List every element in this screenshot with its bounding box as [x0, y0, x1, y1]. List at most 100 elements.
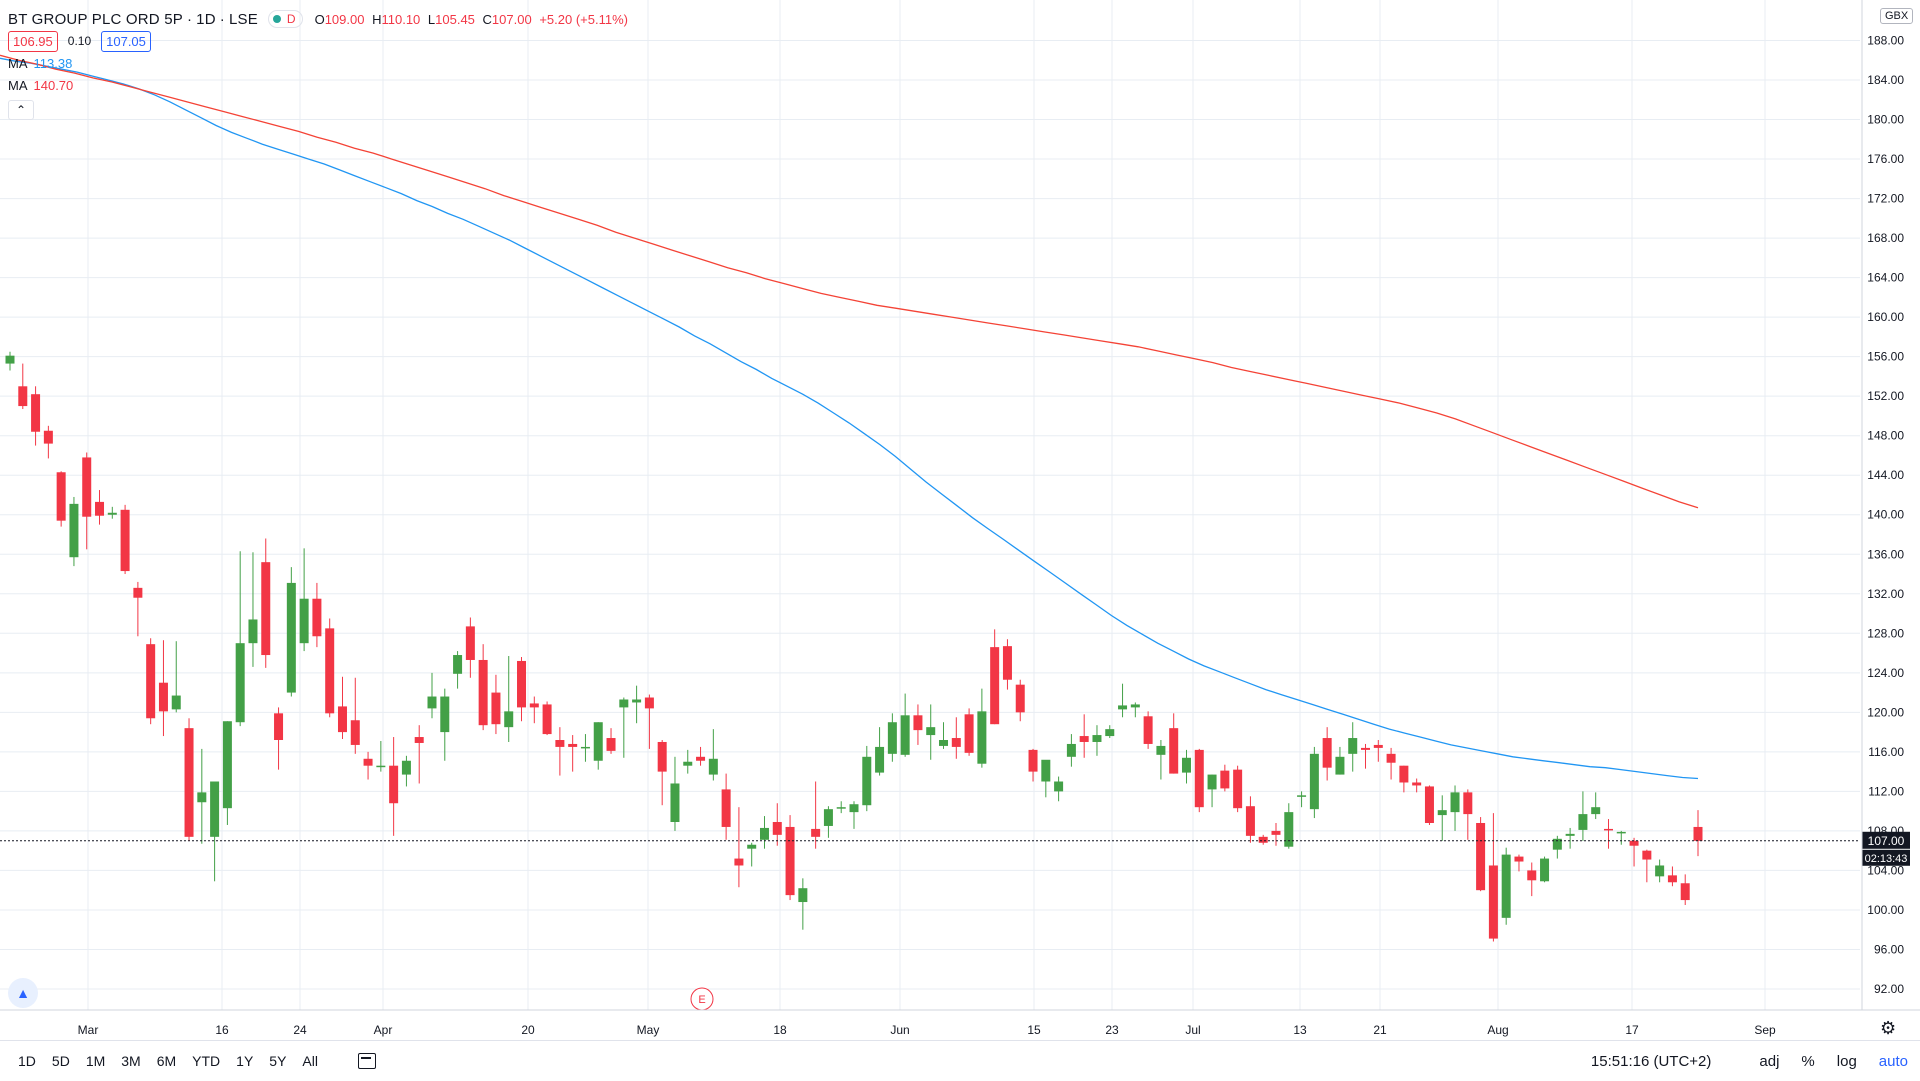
range-button-1m[interactable]: 1M [85, 1053, 106, 1069]
range-button-5d[interactable]: 5D [51, 1053, 70, 1069]
candle [1488, 813, 1498, 942]
candle [823, 806, 833, 838]
range-button-5y[interactable]: 5Y [269, 1053, 287, 1069]
candlestick-series [5, 351, 1703, 942]
open-value: 109.00 [324, 11, 365, 27]
candle [1578, 791, 1588, 841]
range-button-all[interactable]: All [302, 1053, 318, 1069]
earnings-marker[interactable]: E [690, 987, 714, 1011]
candle-body [1527, 870, 1537, 881]
candle-body [747, 844, 757, 849]
time-axis: Mar 16 24 Apr 20 May 18 Jun 15 23 Jul 13 21 Aug 17 Sep [0, 1009, 1920, 1037]
range-button-1d[interactable]: 1D [18, 1053, 36, 1069]
delay-badge[interactable]: D [267, 10, 303, 28]
x-tick-label: Jul [1185, 1023, 1200, 1037]
bid-price[interactable]: 106.95 [8, 30, 58, 52]
interval[interactable]: 1D [196, 10, 216, 28]
range-button-1y[interactable]: 1Y [236, 1053, 254, 1069]
candle [376, 740, 386, 772]
percent-toggle[interactable]: % [1801, 1052, 1815, 1070]
currency-badge[interactable]: GBX [1880, 8, 1914, 24]
high-value: 110.10 [381, 11, 421, 27]
candle-body [862, 756, 872, 806]
candle [721, 773, 731, 840]
candle [1680, 874, 1690, 905]
log-toggle[interactable]: log [1836, 1052, 1857, 1070]
settings-gear-icon[interactable]: ⚙ [1880, 1018, 1897, 1038]
ma-slow-legend[interactable]: MA 140.70 [8, 77, 74, 93]
y-tick-label: 116.00 [1868, 745, 1904, 759]
x-tick-label: Jun [890, 1023, 909, 1037]
candle [517, 657, 527, 722]
candle-body [1437, 810, 1447, 816]
candle [1220, 764, 1230, 792]
candle-body [1118, 705, 1128, 710]
candle-body [1514, 856, 1524, 862]
ask-price[interactable]: 107.05 [101, 30, 151, 52]
candle-body [491, 692, 501, 725]
y-tick-label: 132.00 [1867, 587, 1904, 601]
candle-body [734, 858, 744, 866]
candle [158, 640, 168, 737]
candle [1169, 713, 1179, 774]
range-button-6m[interactable]: 6M [156, 1053, 177, 1069]
chevron-up-icon: ⌃ [15, 103, 27, 117]
candle-body [453, 655, 463, 674]
candle-body [1361, 747, 1371, 750]
tradingview-logo-icon[interactable]: ▲ [8, 978, 38, 1008]
candle [299, 548, 309, 652]
candle [939, 722, 949, 749]
x-tick-label: 13 [1293, 1023, 1307, 1037]
candle-body [312, 598, 322, 637]
candle-body [133, 587, 143, 598]
candle [133, 581, 143, 637]
range-button-3m[interactable]: 3M [121, 1053, 141, 1069]
candle [759, 816, 769, 849]
candle-body [5, 355, 15, 364]
price-chart[interactable]: 107.00 02:13:43 E 188.00 184.00 180.00 176.00… [0, 0, 1920, 1040]
candle-body [529, 703, 539, 708]
chart-legend: BT GROUP PLC ORD 5P · 1D · LSE D O109.00… [8, 8, 632, 120]
candle-body [1616, 831, 1626, 834]
range-button-ytd[interactable]: YTD [192, 1053, 221, 1069]
candle-body [593, 722, 603, 761]
candle [529, 696, 539, 724]
candle [337, 676, 347, 740]
ohlc-values: O109.00 H110.10 L105.45 C107.00 +5.20 (+… [314, 11, 628, 27]
candle-body [1476, 822, 1486, 891]
candle-body [849, 804, 859, 813]
legend-collapse-button[interactable]: ⌃ [8, 100, 34, 120]
symbol-name[interactable]: BT GROUP PLC ORD 5P [8, 10, 183, 28]
x-tick-label: 20 [521, 1023, 535, 1037]
auto-toggle[interactable]: auto [1878, 1052, 1908, 1070]
earnings-marker-label: E [698, 994, 705, 1006]
candle-body [1284, 812, 1294, 847]
candle-body [248, 619, 258, 644]
candle [1667, 866, 1677, 887]
calendar-icon[interactable] [357, 1053, 376, 1069]
candle-body [1015, 684, 1025, 713]
candle [1348, 722, 1358, 772]
candle [1066, 734, 1076, 767]
x-tick-label: 17 [1625, 1023, 1639, 1037]
bar-countdown: 02:13:43 [1865, 853, 1908, 865]
candle [1629, 837, 1639, 867]
ma-fast-legend[interactable]: MA 113.38 [8, 55, 73, 71]
candle [887, 713, 897, 762]
bottom-right-tools: 15:51:16 (UTC+2) adj % log auto [1591, 1041, 1908, 1081]
candle-body [478, 659, 488, 726]
candle-body [1552, 838, 1562, 850]
candle-body [1501, 854, 1511, 918]
candle [1424, 785, 1434, 825]
y-tick-label: 140.00 [1867, 508, 1904, 522]
candle [453, 651, 463, 689]
clock-time[interactable]: 15:51:16 (UTC+2) [1590, 1052, 1712, 1070]
adj-toggle[interactable]: adj [1759, 1052, 1780, 1070]
candle-body [657, 741, 667, 772]
candle [1463, 789, 1473, 840]
spread-value: 0.10 [67, 34, 92, 48]
candle-body [18, 386, 28, 407]
candle [913, 704, 923, 745]
candle-body [1642, 850, 1652, 860]
candle-body [1220, 770, 1230, 789]
